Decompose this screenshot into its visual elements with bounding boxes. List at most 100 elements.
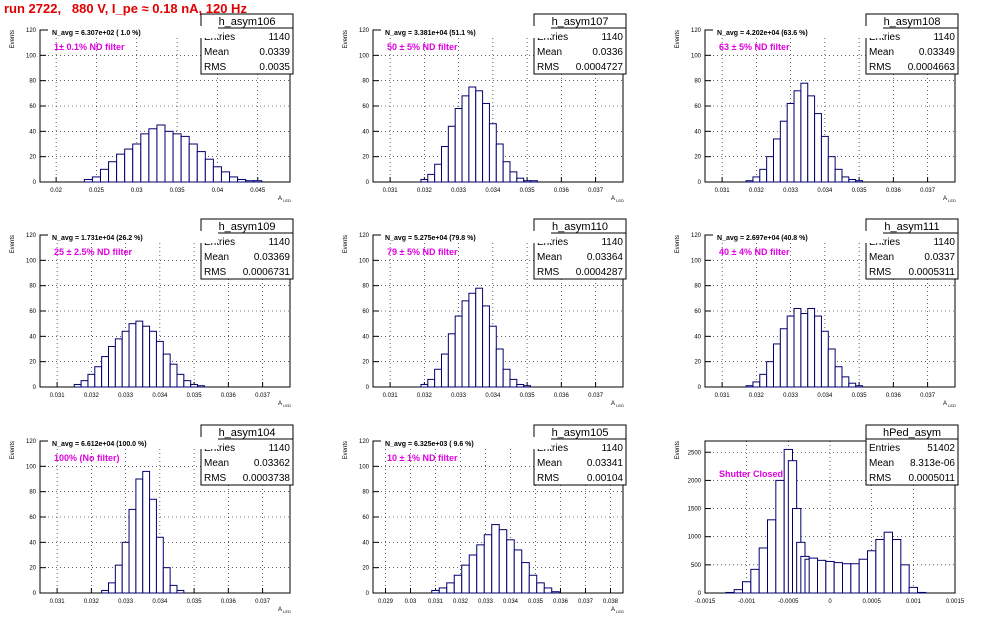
stats-frame: [865, 424, 959, 486]
navg-background: [713, 231, 883, 243]
navg-box: N_avg = 6.612e+04 (100.0 %): [48, 437, 218, 449]
x-tick-label: 0.035: [852, 393, 868, 399]
panel-h_asym105: 0.029 0.03 0.031 0.032 0.033 0.034 0.035 0.036 0…: [343, 424, 627, 614]
hist-bar: [786, 102, 795, 183]
hist-bar: [733, 589, 743, 594]
stats-label: RMS: [869, 62, 892, 73]
hist-bar: [752, 381, 761, 388]
hist-bar: [523, 385, 532, 388]
stats-title: h_asym108: [884, 16, 941, 28]
y-tick-label: 1000: [688, 535, 702, 541]
hist-bar: [447, 333, 456, 388]
hist-bar: [875, 539, 885, 594]
navg-text: N_avg = 2.697e+04 (40.8 %): [717, 235, 808, 242]
hist-bar: [438, 587, 448, 594]
y-tick-label: 0: [366, 591, 370, 597]
stats-title: h_asym106: [219, 16, 276, 28]
hist-bar: [827, 156, 836, 183]
navg-box: N_avg = 1.731e+04 (26.2 %): [48, 231, 218, 243]
x-tick-label: 0.033: [451, 393, 467, 399]
filter-annotation: 10 ± 1% ND filter: [387, 453, 458, 463]
hist-bar: [543, 587, 553, 594]
x-tick-label: -0.0015: [695, 599, 716, 605]
navg-background: [713, 26, 883, 38]
x-tick-label: 0.0015: [946, 599, 965, 605]
y-tick-label: 80: [29, 284, 36, 290]
stats-label: Mean: [869, 458, 894, 469]
y-tick-label: 40: [362, 334, 369, 340]
x-tick-label: 0.03: [405, 599, 417, 605]
stats-title: h_asym105: [552, 427, 609, 439]
hist-bar: [800, 313, 809, 388]
x-tick-label: 0.038: [603, 599, 619, 605]
x-tick-label: 0.032: [417, 188, 433, 194]
y-tick-label: 2000: [688, 478, 702, 484]
x-tick-label: 0.031: [715, 393, 731, 399]
stats-label: Entries: [204, 32, 235, 43]
stats-value: 1140: [268, 32, 290, 43]
x-tick-label: 0.031: [428, 599, 444, 605]
y-tick-label: 80: [29, 490, 36, 496]
x-tick-label: 0.04: [212, 188, 224, 194]
x-axis-title: A LED: [278, 196, 291, 203]
hist-bar: [834, 168, 843, 183]
y-tick-label: 0: [33, 180, 37, 186]
hist-bar: [124, 148, 134, 183]
y-tick-label: 20: [29, 566, 36, 572]
stats-value: 0.0336: [592, 47, 623, 58]
y-axis-title: Events: [10, 441, 16, 459]
hist-bar: [140, 133, 150, 183]
x-axis-title: A LED: [943, 196, 956, 203]
x-axis-title: A LED: [278, 607, 291, 614]
stats-box: h_asym105 Entries 1140 Mean 0.03341 RMS 0.0010…: [533, 424, 627, 486]
stats-box: h_asym110 Entries 1140 Mean 0.03364 RMS 0.0004…: [533, 218, 627, 280]
y-tick-label: 20: [362, 566, 369, 572]
navg-text: N_avg = 5.275e+04 (79.8 %): [385, 235, 476, 242]
y-tick-label: 100: [691, 53, 702, 59]
y-axis-title: Events: [675, 235, 681, 253]
hist-bar: [772, 343, 781, 388]
y-axis-title: Events: [675, 30, 681, 48]
hist-bar: [827, 348, 836, 388]
x-tick-label: 0.034: [503, 599, 519, 605]
filter-annotation: 50 ± 5% ND filter: [387, 42, 458, 52]
stats-label: Mean: [204, 252, 229, 263]
hist-bar: [521, 562, 530, 594]
y-tick-label: 120: [691, 233, 702, 239]
y-tick-label: 60: [29, 515, 36, 521]
stats-label: Entries: [537, 237, 568, 248]
hist-bar: [850, 563, 860, 594]
stats-frame: [200, 13, 294, 75]
x-axis-title: A LED: [611, 607, 624, 614]
hist-bar: [817, 559, 827, 594]
hist-bar: [83, 178, 93, 183]
hist-bar: [114, 564, 123, 594]
filter-annotation: 25 ± 2.5% ND filter: [54, 247, 132, 257]
hist-bar: [725, 591, 735, 594]
y-tick-label: 20: [694, 360, 701, 366]
hist-bar: [73, 383, 82, 388]
stats-value: 0.0003738: [243, 473, 291, 484]
hist-bar: [114, 338, 123, 388]
x-tick-label: 0.034: [485, 393, 501, 399]
stats-label: RMS: [537, 62, 560, 73]
stats-label: Mean: [869, 252, 894, 263]
stats-box: h_asym107 Entries 1140 Mean 0.0336 RMS 0.00047…: [533, 13, 627, 75]
y-axis-title: Events: [343, 30, 349, 48]
hist-bar: [516, 383, 525, 388]
x-tick-label: 0.034: [817, 188, 833, 194]
stats-value: 1140: [933, 32, 955, 43]
hist-bar: [172, 133, 182, 183]
hist-bar: [121, 541, 130, 594]
hist-bar: [855, 180, 864, 183]
y-tick-label: 0: [33, 385, 37, 391]
hist-bar: [220, 171, 231, 183]
stats-value: 1140: [268, 443, 290, 454]
hist-bar: [807, 307, 816, 388]
hist-bar: [431, 589, 440, 594]
x-tick-label: 0.034: [817, 393, 833, 399]
hist-bar: [440, 353, 449, 388]
hist-bar: [454, 315, 463, 388]
y-tick-label: 0: [698, 591, 702, 597]
hist-bar: [855, 385, 864, 388]
